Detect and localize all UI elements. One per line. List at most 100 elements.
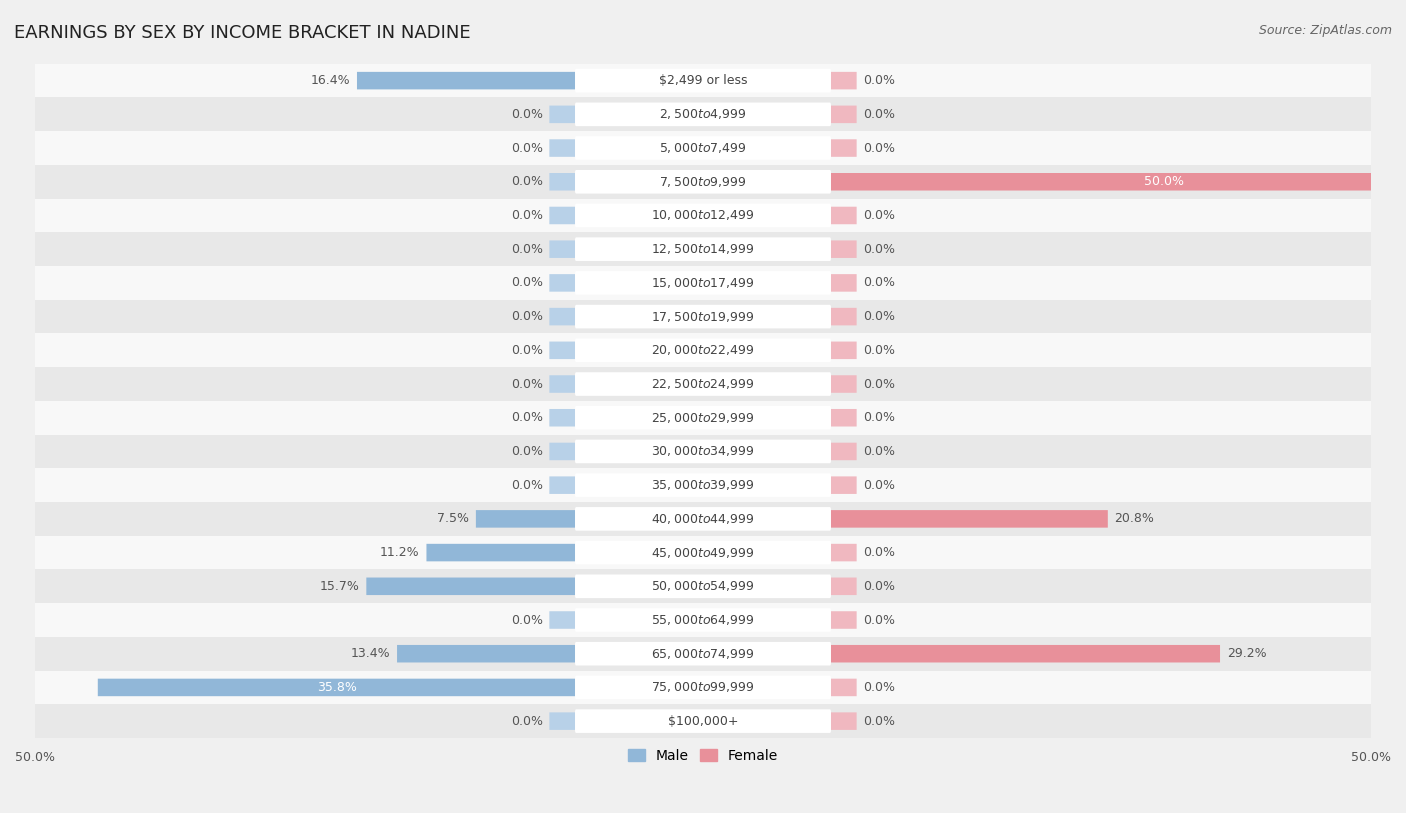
Text: $20,000 to $22,499: $20,000 to $22,499 — [651, 343, 755, 358]
Text: $15,000 to $17,499: $15,000 to $17,499 — [651, 276, 755, 290]
Bar — [475, 510, 576, 528]
Text: 0.0%: 0.0% — [510, 209, 543, 222]
Text: 0.0%: 0.0% — [510, 176, 543, 189]
Text: $45,000 to $49,999: $45,000 to $49,999 — [651, 546, 755, 559]
Bar — [830, 443, 856, 460]
Text: 13.4%: 13.4% — [350, 647, 391, 660]
Bar — [35, 198, 1371, 233]
Bar — [35, 704, 1371, 738]
Bar — [35, 671, 1371, 704]
Text: 0.0%: 0.0% — [510, 310, 543, 323]
Text: $35,000 to $39,999: $35,000 to $39,999 — [651, 478, 755, 492]
Bar — [357, 72, 576, 89]
FancyBboxPatch shape — [575, 676, 831, 699]
Bar — [98, 679, 576, 696]
Text: 0.0%: 0.0% — [863, 108, 896, 121]
FancyBboxPatch shape — [575, 709, 831, 733]
Bar — [830, 476, 856, 494]
FancyBboxPatch shape — [575, 305, 831, 328]
Text: 0.0%: 0.0% — [863, 546, 896, 559]
Bar — [35, 435, 1371, 468]
Text: 0.0%: 0.0% — [510, 243, 543, 256]
Bar — [35, 98, 1371, 131]
FancyBboxPatch shape — [575, 69, 831, 93]
Text: 0.0%: 0.0% — [863, 614, 896, 627]
Text: 29.2%: 29.2% — [1226, 647, 1267, 660]
Text: 0.0%: 0.0% — [863, 74, 896, 87]
Text: 0.0%: 0.0% — [510, 411, 543, 424]
Bar — [550, 409, 576, 427]
Bar — [35, 131, 1371, 165]
Bar — [830, 376, 856, 393]
Bar — [367, 577, 576, 595]
FancyBboxPatch shape — [575, 440, 831, 463]
Text: 7.5%: 7.5% — [437, 512, 470, 525]
Bar — [550, 341, 576, 359]
Text: 0.0%: 0.0% — [510, 479, 543, 492]
Bar — [550, 106, 576, 123]
Bar — [550, 476, 576, 494]
Text: Source: ZipAtlas.com: Source: ZipAtlas.com — [1258, 24, 1392, 37]
Text: 16.4%: 16.4% — [311, 74, 350, 87]
Text: $75,000 to $99,999: $75,000 to $99,999 — [651, 680, 755, 694]
FancyBboxPatch shape — [575, 507, 831, 531]
Bar — [830, 274, 856, 292]
Text: 0.0%: 0.0% — [510, 141, 543, 154]
Text: 0.0%: 0.0% — [510, 445, 543, 458]
Text: $30,000 to $34,999: $30,000 to $34,999 — [651, 445, 755, 459]
FancyBboxPatch shape — [575, 608, 831, 632]
Text: 50.0%: 50.0% — [1144, 176, 1184, 189]
Text: 0.0%: 0.0% — [510, 377, 543, 390]
Bar — [35, 569, 1371, 603]
Text: 0.0%: 0.0% — [510, 715, 543, 728]
Text: 11.2%: 11.2% — [380, 546, 420, 559]
Text: 0.0%: 0.0% — [863, 411, 896, 424]
Bar — [550, 207, 576, 224]
Text: 0.0%: 0.0% — [510, 276, 543, 289]
Bar — [35, 637, 1371, 671]
FancyBboxPatch shape — [575, 406, 831, 429]
Bar — [35, 367, 1371, 401]
Text: 0.0%: 0.0% — [863, 377, 896, 390]
Text: 0.0%: 0.0% — [863, 681, 896, 694]
Text: 20.8%: 20.8% — [1115, 512, 1154, 525]
Text: $10,000 to $12,499: $10,000 to $12,499 — [651, 208, 755, 223]
Bar — [550, 173, 576, 190]
Bar — [35, 603, 1371, 637]
Text: 0.0%: 0.0% — [863, 141, 896, 154]
Bar — [830, 544, 856, 561]
Text: $100,000+: $100,000+ — [668, 715, 738, 728]
Bar — [550, 308, 576, 325]
FancyBboxPatch shape — [575, 102, 831, 126]
Text: 0.0%: 0.0% — [863, 344, 896, 357]
Bar — [830, 577, 856, 595]
Bar — [35, 333, 1371, 367]
Text: 0.0%: 0.0% — [863, 445, 896, 458]
Bar — [35, 165, 1371, 198]
Text: EARNINGS BY SEX BY INCOME BRACKET IN NADINE: EARNINGS BY SEX BY INCOME BRACKET IN NAD… — [14, 24, 471, 42]
Text: 35.8%: 35.8% — [316, 681, 357, 694]
Bar — [35, 536, 1371, 569]
FancyBboxPatch shape — [575, 204, 831, 228]
FancyBboxPatch shape — [575, 642, 831, 666]
FancyBboxPatch shape — [575, 473, 831, 497]
Text: $17,500 to $19,999: $17,500 to $19,999 — [651, 310, 755, 324]
Bar — [550, 443, 576, 460]
Bar — [830, 611, 856, 628]
Bar — [830, 72, 856, 89]
Bar — [830, 139, 856, 157]
Bar — [35, 233, 1371, 266]
Bar — [550, 139, 576, 157]
Text: 0.0%: 0.0% — [863, 479, 896, 492]
FancyBboxPatch shape — [575, 137, 831, 160]
Text: 0.0%: 0.0% — [863, 276, 896, 289]
Bar — [830, 645, 1220, 663]
Bar — [35, 468, 1371, 502]
Text: $50,000 to $54,999: $50,000 to $54,999 — [651, 580, 755, 593]
Text: $12,500 to $14,999: $12,500 to $14,999 — [651, 242, 755, 256]
Bar — [830, 712, 856, 730]
Legend: Male, Female: Male, Female — [623, 743, 783, 768]
Text: 0.0%: 0.0% — [863, 715, 896, 728]
Text: 0.0%: 0.0% — [863, 243, 896, 256]
Bar — [830, 341, 856, 359]
